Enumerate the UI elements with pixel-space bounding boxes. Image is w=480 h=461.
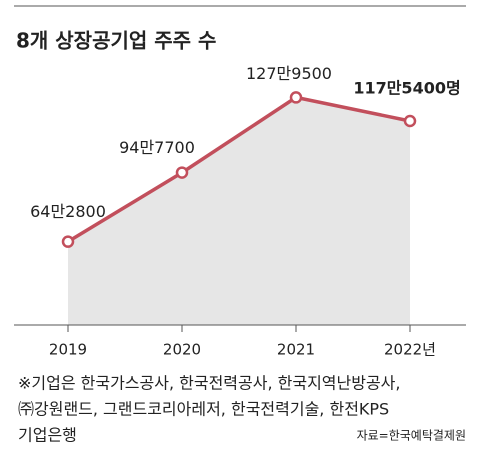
note: 기업은행	[18, 426, 77, 445]
source: 자료=한국예탁결제원	[357, 429, 466, 443]
x-tick-label: 2021	[277, 341, 315, 359]
note: ※기업은 한국가스공사, 한국전력공사, 한국지역난방공사,	[18, 374, 400, 393]
point	[403, 114, 417, 128]
x-tick-label: 2019	[49, 341, 87, 359]
x-tick-label: 2022년	[384, 341, 436, 359]
x-tick-label: 2020	[163, 341, 201, 359]
value-label: 94만7700	[119, 138, 195, 157]
note: ㈜강원랜드, 그랜드코리아레저, 한국전력기술, 한전KPS	[18, 400, 389, 419]
value-label: 64만2800	[30, 202, 106, 221]
value-label: 127만9500	[246, 64, 332, 83]
point	[61, 235, 75, 248]
point	[289, 91, 303, 104]
line	[67, 95, 411, 244]
value-label: 117만5400명	[353, 78, 460, 97]
point	[175, 166, 189, 179]
area	[68, 97, 410, 326]
chart-title: 8개 상장공기업 주주 수	[16, 29, 216, 53]
